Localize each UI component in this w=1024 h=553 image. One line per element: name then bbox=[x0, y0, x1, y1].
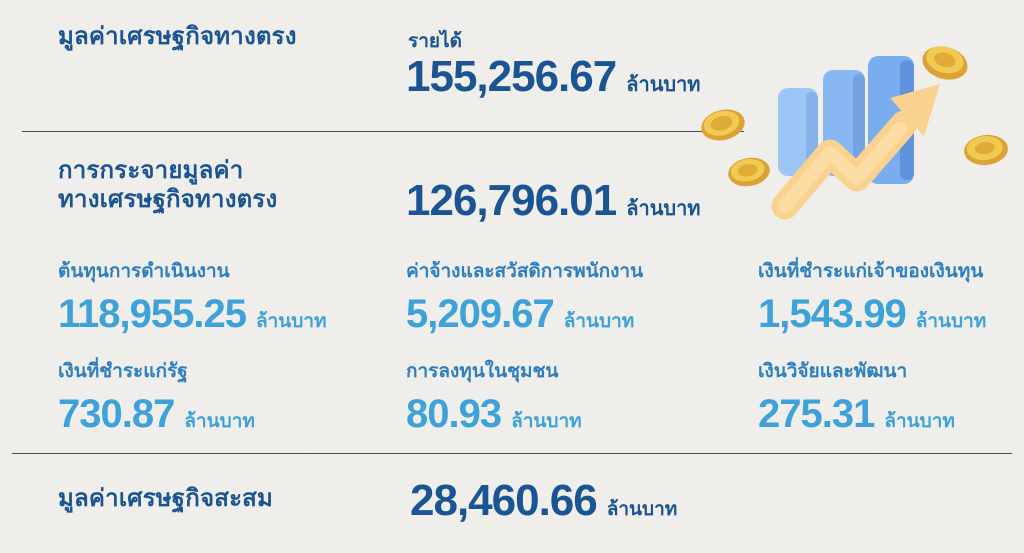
coin-icon bbox=[922, 46, 968, 80]
metric-label: ต้นทุนการดำเนินงาน bbox=[58, 261, 230, 282]
accumulated-title: มูลค่าเศรษฐกิจสะสม bbox=[58, 485, 274, 512]
metric-wages-benefits: ค่าจ้างและสวัสดิการพนักงาน 5,209.67 ล้าน… bbox=[406, 256, 643, 337]
metric-value: 1,543.99 bbox=[758, 292, 907, 336]
metric-label: การลงทุนในชุมชน bbox=[406, 361, 559, 382]
metric-payments-capital-providers: เงินที่ชำระแก่เจ้าของเงินทุน 1,543.99 ล้… bbox=[758, 256, 986, 337]
accumulated-unit: ล้านบาท bbox=[606, 499, 678, 520]
growth-chart-illustration bbox=[701, 46, 1008, 220]
revenue-unit: ล้านบาท bbox=[626, 74, 701, 96]
metric-unit: ล้านบาท bbox=[256, 311, 327, 332]
metric-unit: ล้านบาท bbox=[511, 411, 582, 432]
accumulated-value-row: 28,460.66 ล้านบาท bbox=[410, 476, 677, 526]
revenue-value: 155,256.67 bbox=[406, 52, 617, 101]
section-divider-bottom bbox=[12, 453, 1012, 454]
metric-label: ค่าจ้างและสวัสดิการพนักงาน bbox=[406, 261, 644, 282]
revenue-value-row: 155,256.67 ล้านบาท bbox=[406, 52, 701, 102]
revenue-label: รายได้ bbox=[408, 31, 462, 52]
metric-operating-costs: ต้นทุนการดำเนินงาน 118,955.25 ล้านบาท bbox=[58, 256, 327, 337]
direct-economic-value-title: มูลค่าเศรษฐกิจทางตรง bbox=[58, 23, 297, 50]
metric-value: 730.87 bbox=[58, 392, 175, 436]
metric-value: 5,209.67 bbox=[406, 292, 555, 336]
coin-icon bbox=[728, 157, 770, 187]
distribution-value-row: 126,796.01 ล้านบาท bbox=[406, 176, 701, 226]
metric-label: เงินที่ชำระแก่รัฐ bbox=[58, 361, 188, 382]
metric-label: เงินวิจัยและพัฒนา bbox=[758, 361, 908, 382]
metric-unit: ล้านบาท bbox=[184, 411, 255, 432]
metric-label: เงินที่ชำระแก่เจ้าของเงินทุน bbox=[758, 261, 984, 282]
metric-value: 118,955.25 bbox=[58, 292, 247, 336]
coin-icon bbox=[964, 134, 1008, 166]
metric-value: 275.31 bbox=[758, 392, 875, 436]
metric-payments-government: เงินที่ชำระแก่รัฐ 730.87 ล้านบาท bbox=[58, 356, 255, 437]
growth-arrow-icon bbox=[771, 84, 940, 220]
distribution-unit: ล้านบาท bbox=[626, 198, 701, 220]
metric-unit: ล้านบาท bbox=[884, 411, 955, 432]
coin-icon bbox=[701, 109, 745, 141]
distribution-title: การกระจายมูลค่า ทางเศรษฐกิจทางตรง bbox=[58, 156, 277, 215]
metric-unit: ล้านบาท bbox=[915, 311, 987, 332]
section-divider-top bbox=[22, 131, 744, 132]
metric-value: 80.93 bbox=[406, 392, 502, 436]
distribution-title-line2: ทางเศรษฐกิจทางตรง bbox=[58, 186, 278, 214]
distribution-value: 126,796.01 bbox=[406, 176, 617, 225]
metric-community-investment: การลงทุนในชุมชน 80.93 ล้านบาท bbox=[406, 356, 582, 437]
metric-research-development: เงินวิจัยและพัฒนา 275.31 ล้านบาท bbox=[758, 356, 955, 437]
accumulated-value: 28,460.66 bbox=[410, 476, 598, 525]
metric-unit: ล้านบาท bbox=[563, 311, 635, 332]
distribution-title-line1: การกระจายมูลค่า bbox=[58, 157, 244, 184]
